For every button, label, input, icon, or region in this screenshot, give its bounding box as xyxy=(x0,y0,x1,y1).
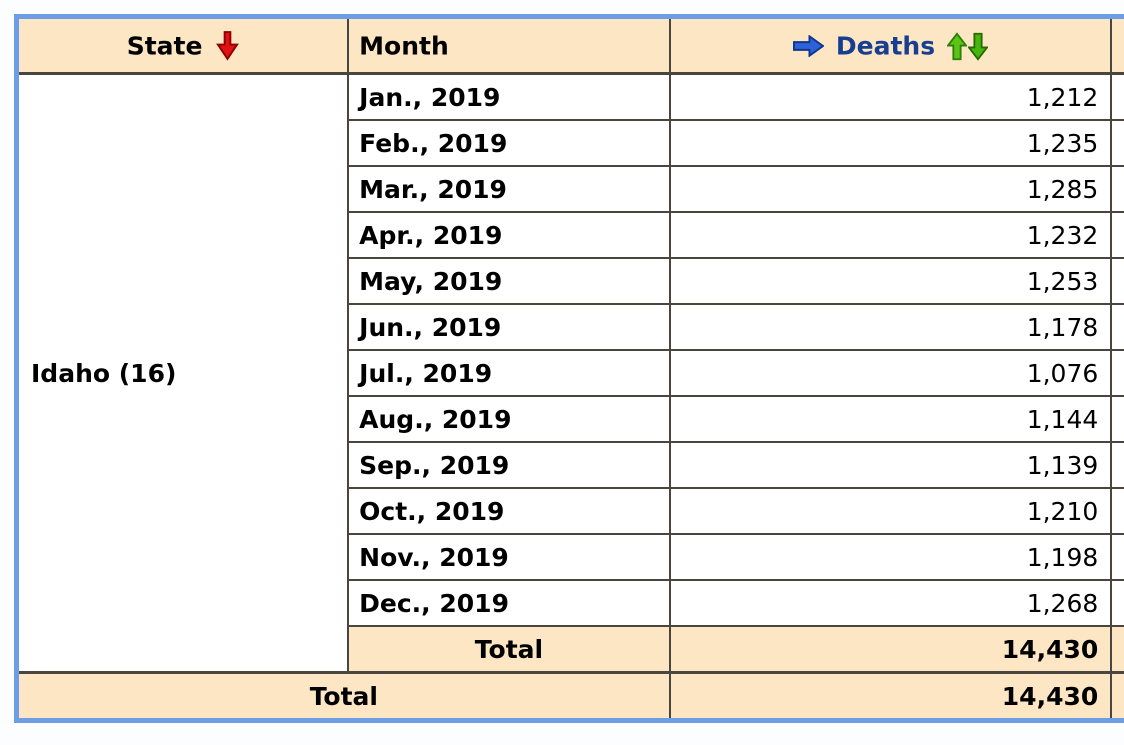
table-row: Jun., 2019 1,178 xyxy=(17,303,1124,351)
current-measure-pointer-icon xyxy=(792,35,824,58)
deaths-cell: 1,210 xyxy=(668,487,1113,535)
month-cell: May, 2019 xyxy=(347,257,671,305)
clipped-cell xyxy=(1110,211,1124,259)
deaths-cell: 1,232 xyxy=(668,211,1113,259)
deaths-sort-ascending-icon[interactable] xyxy=(947,32,968,61)
month-cell: Mar., 2019 xyxy=(347,165,671,213)
month-cell: Jun., 2019 xyxy=(347,303,671,351)
table-row: Nov., 2019 1,198 xyxy=(17,533,1124,581)
deaths-sort-descending-icon[interactable] xyxy=(968,32,989,61)
deaths-cell: 1,212 xyxy=(668,72,1113,121)
clipped-cell xyxy=(1110,579,1124,627)
table-row: Sep., 2019 1,139 xyxy=(17,441,1124,489)
deaths-by-state-month-table: State Month Deaths xyxy=(14,14,1124,723)
month-cell: Dec., 2019 xyxy=(347,579,671,627)
results-table-container: State Month Deaths xyxy=(14,14,1124,723)
clipped-cell xyxy=(1110,303,1124,351)
deaths-column-header: Deaths xyxy=(668,15,1113,75)
month-cell: Aug., 2019 xyxy=(347,395,671,443)
month-cell: Feb., 2019 xyxy=(347,119,671,167)
deaths-cell: 1,253 xyxy=(668,257,1113,305)
grand-total-row: Total 14,430 xyxy=(15,671,1124,722)
clipped-cell xyxy=(1110,119,1124,167)
month-column-header: Month xyxy=(347,15,671,75)
clipped-cell xyxy=(1110,441,1124,489)
deaths-cell: 1,268 xyxy=(668,579,1113,627)
clipped-cell xyxy=(1110,533,1124,581)
table-row: Mar., 2019 1,285 xyxy=(17,165,1124,213)
deaths-cell: 1,235 xyxy=(668,119,1113,167)
month-cell: Jul., 2019 xyxy=(347,349,671,397)
group-total-deaths: 14,430 xyxy=(668,625,1113,674)
table-row: Feb., 2019 1,235 xyxy=(17,119,1124,167)
table-row: Aug., 2019 1,144 xyxy=(17,395,1124,443)
deaths-cell: 1,139 xyxy=(668,441,1113,489)
table-row: Idaho (16) Jan., 2019 1,212 xyxy=(15,72,1124,674)
deaths-header-label: Deaths xyxy=(835,31,936,61)
table-row: May, 2019 1,253 xyxy=(17,257,1124,305)
deaths-cell: 1,144 xyxy=(668,395,1113,443)
clipped-cell xyxy=(1110,625,1124,674)
clipped-cell xyxy=(1110,165,1124,213)
month-cell: Apr., 2019 xyxy=(347,211,671,259)
clipped-cell xyxy=(1110,349,1124,397)
clipped-cell xyxy=(1110,671,1124,722)
table-row: Jul., 2019 1,076 xyxy=(17,349,1124,397)
deaths-cell: 1,285 xyxy=(668,165,1113,213)
state-header-label: State xyxy=(126,31,203,61)
month-cell: Nov., 2019 xyxy=(347,533,671,581)
month-cell: Oct., 2019 xyxy=(347,487,671,535)
deaths-cell: 1,076 xyxy=(668,349,1113,397)
header-row: State Month Deaths xyxy=(15,15,1124,75)
table-row: Oct., 2019 1,210 xyxy=(17,487,1124,535)
month-header-label: Month xyxy=(359,31,449,61)
month-cell: Sep., 2019 xyxy=(347,441,671,489)
state-group-cell: Idaho (16) xyxy=(15,72,350,674)
table-row: Dec., 2019 1,268 xyxy=(17,579,1124,627)
grand-total-label: Total xyxy=(15,671,671,722)
group-total-row: Total 14,430 xyxy=(17,625,1124,674)
group-total-label: Total xyxy=(347,625,671,674)
clipped-column-header xyxy=(1110,15,1124,75)
state-sort-descending-icon[interactable] xyxy=(216,30,240,61)
deaths-cell: 1,198 xyxy=(668,533,1113,581)
clipped-cell xyxy=(1110,395,1124,443)
table-row: Apr., 2019 1,232 xyxy=(17,211,1124,259)
clipped-cell xyxy=(1110,487,1124,535)
clipped-cell xyxy=(1110,257,1124,305)
clipped-cell xyxy=(1110,72,1124,121)
state-column-header: State xyxy=(15,15,350,75)
grand-total-deaths: 14,430 xyxy=(668,671,1113,722)
month-cell: Jan., 2019 xyxy=(347,72,671,121)
deaths-cell: 1,178 xyxy=(668,303,1113,351)
